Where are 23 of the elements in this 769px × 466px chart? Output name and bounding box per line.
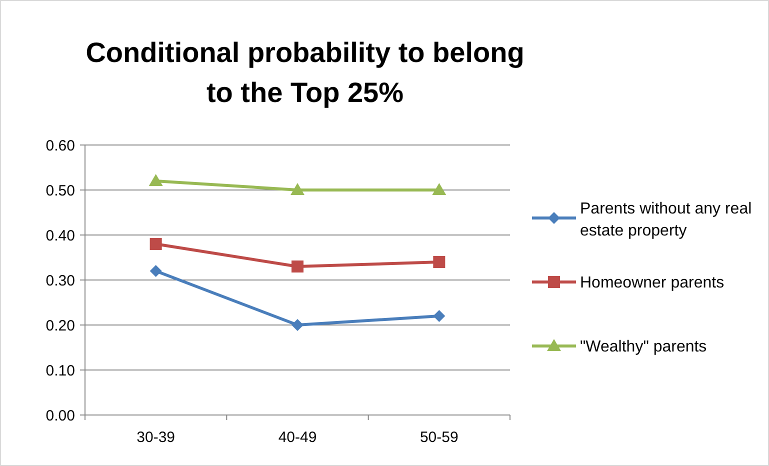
point [433,256,446,268]
point [292,260,304,272]
point [433,310,446,322]
y-tick-label: 0.40 [46,227,75,244]
point [150,265,162,277]
x-tick-label: 40-49 [278,429,317,446]
point [148,174,163,186]
chart-title: Conditional probability to belong to the Top 25% [86,37,524,108]
point [432,183,446,195]
x-tick-label: 30-39 [136,429,176,446]
legend-label: Parents without any real estate property [580,200,752,240]
y-tick-label: 0.10 [46,362,75,380]
point [292,319,304,331]
y-tick-label: 0.00 [46,407,75,424]
x-tick-label: 50-59 [420,429,458,446]
point [290,183,304,195]
y-tick-label: 0.60 [46,137,75,154]
legend-label: Homeowner parents [580,274,724,292]
legend-label: "Wealthy" parents [580,338,707,356]
y-tick-label: 0.30 [46,272,75,290]
y-tick-label: 0.20 [46,317,75,334]
point [150,238,162,250]
y-tick-label: 0.50 [46,182,75,200]
